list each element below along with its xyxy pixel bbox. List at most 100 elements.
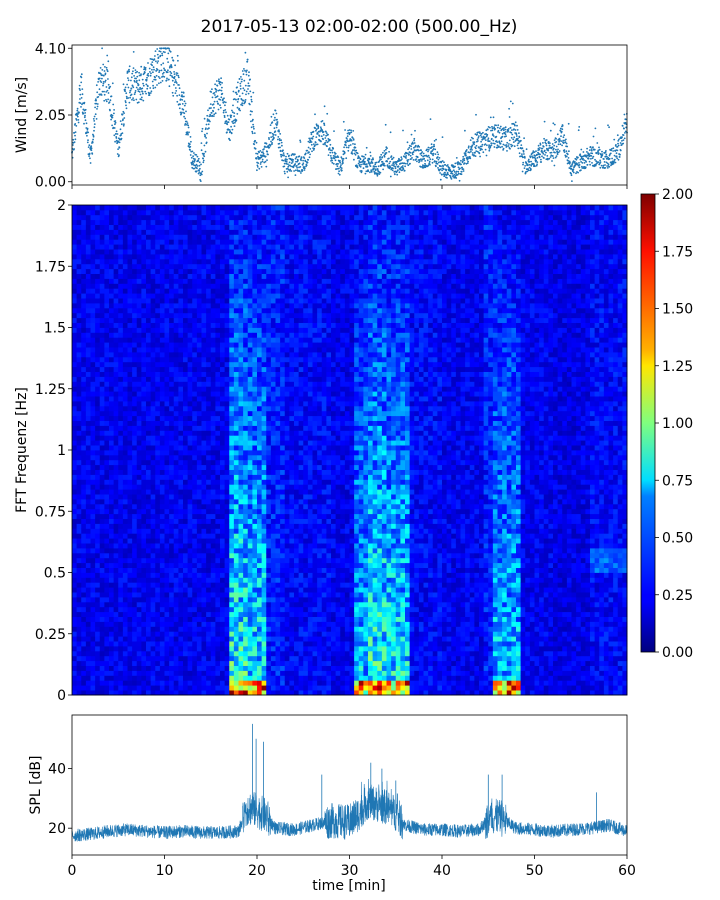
spectrogram-cell [95, 209, 101, 216]
spectrogram-cell [150, 307, 156, 314]
spectrogram-cell [104, 258, 110, 265]
spectrogram-cell [159, 631, 165, 637]
wind-point [114, 121, 117, 124]
spectrogram-cell [99, 621, 105, 627]
spectrogram-cell [136, 533, 142, 539]
spectrogram-cell [132, 371, 138, 377]
spectrogram-cell [127, 410, 133, 417]
spectrogram-cell [173, 489, 179, 495]
wind-point [299, 141, 302, 143]
spectrogram-cell [146, 675, 152, 681]
spectrogram-cell [113, 386, 119, 392]
spectrogram-cell [85, 258, 91, 265]
wind-point [202, 159, 205, 162]
spectrogram-cell [99, 445, 105, 451]
spectrogram-cell [85, 464, 91, 470]
spectrogram-cell [72, 631, 78, 637]
spectrogram-cell [76, 317, 82, 323]
spectrogram-cell [136, 371, 142, 377]
wind-point [527, 169, 530, 172]
spectrogram-cell [159, 557, 165, 564]
spectrogram-cell [122, 347, 128, 353]
spectrogram-cell [150, 440, 156, 446]
spectrogram-cell [132, 464, 138, 470]
spectrogram-cell [127, 479, 133, 485]
wind-point [420, 154, 423, 157]
spectrogram-cell [76, 587, 82, 593]
spectrogram-cell [169, 249, 175, 255]
wind-point [241, 102, 244, 105]
spectrogram-cell [76, 219, 82, 225]
spectrogram-cell [118, 582, 124, 588]
wind-point [313, 147, 316, 150]
spectrogram-cell [113, 538, 119, 544]
spectrogram-cell [127, 376, 133, 382]
wind-point [111, 82, 114, 85]
wind-point [354, 143, 356, 146]
spectrogram-cell [85, 420, 91, 426]
spectrogram-cell [109, 356, 115, 363]
spectrogram-cell [81, 562, 87, 568]
spectrogram-cell [95, 523, 101, 529]
spectrogram-cell [173, 239, 179, 245]
wind-point [183, 115, 186, 118]
wind-point [152, 84, 155, 87]
spectrogram-cell [155, 352, 161, 358]
spectrogram-cell [155, 337, 161, 343]
spectrogram-cell [127, 454, 133, 461]
spectrogram-cell [122, 538, 128, 544]
wind-point [412, 159, 415, 161]
wind-point [230, 114, 233, 117]
wind-point [439, 178, 442, 181]
spectrogram-cell [173, 464, 179, 470]
spectrogram-cell [113, 396, 119, 402]
spectrogram-cell [81, 410, 87, 417]
wind-point [164, 51, 166, 54]
wind-point [406, 160, 409, 163]
spectrogram-cell [104, 347, 110, 353]
spectrogram-cell [99, 244, 105, 250]
spectrogram-cell [104, 499, 110, 505]
spectrogram-cell [109, 425, 115, 431]
wind-point [177, 59, 179, 62]
wind-point [123, 112, 125, 114]
wind-point [138, 79, 141, 82]
spectrogram-cell [136, 548, 142, 554]
spectrogram-cell [76, 606, 82, 613]
wind-point [380, 153, 383, 156]
spectrogram-cell [122, 229, 128, 235]
spectrogram-cell [118, 376, 124, 382]
wind-point [171, 79, 174, 82]
spectrogram-cell [95, 469, 101, 475]
spectrogram-cell [104, 273, 110, 279]
spectrogram-cell [122, 523, 128, 529]
spectrogram-cell [90, 205, 96, 211]
spectrogram-cell [109, 577, 115, 583]
wind-point [514, 124, 516, 127]
spectrogram-cell [169, 405, 175, 412]
spectrogram-cell [113, 317, 119, 323]
wind-point [484, 143, 487, 146]
spectrogram-cell [76, 415, 82, 421]
wind-point [452, 169, 455, 172]
wind-point [171, 56, 174, 59]
spectrogram-cell [122, 665, 128, 671]
wind-point [304, 160, 307, 163]
wind-point [510, 136, 513, 139]
spectrogram-cell [90, 322, 96, 328]
spectrogram-cell [136, 592, 142, 598]
spectrogram-cell [132, 258, 138, 265]
wind-point [192, 163, 195, 165]
spectrogram-cell [81, 621, 87, 627]
wind-point [257, 162, 260, 165]
spectrogram-cell [99, 347, 105, 353]
spectrogram-cell [109, 278, 115, 284]
spectrogram-cell [159, 474, 165, 480]
spectrogram-cell [113, 401, 119, 407]
spectrogram-cell [178, 567, 184, 573]
spectrogram-cell [104, 601, 110, 608]
wind-point [515, 133, 518, 136]
spectrogram-cell [81, 631, 87, 637]
spectrogram-cell [141, 386, 147, 392]
wind-point [141, 78, 144, 81]
